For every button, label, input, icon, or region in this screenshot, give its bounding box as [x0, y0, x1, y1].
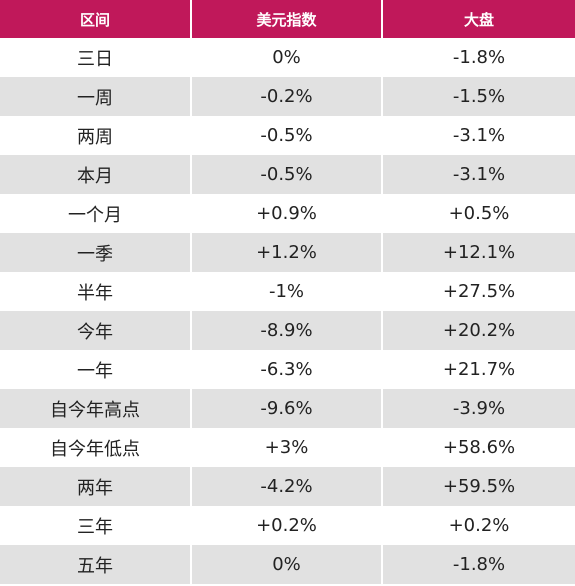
period-cell: 三日 — [0, 38, 192, 77]
market-cell: -3.9% — [383, 389, 575, 428]
usd-index-cell: -9.6% — [192, 389, 383, 428]
period-cell: 两周 — [0, 116, 192, 155]
period-cell: 一周 — [0, 77, 192, 116]
usd-index-cell: 0% — [192, 545, 383, 584]
market-cell: +20.2% — [383, 311, 575, 350]
header-market: 大盘 — [383, 0, 575, 38]
table-row: 一年 -6.3% +21.7% — [0, 350, 575, 389]
usd-index-cell: -1% — [192, 272, 383, 311]
market-cell: -1.5% — [383, 77, 575, 116]
table-row: 三年 +0.2% +0.2% — [0, 506, 575, 545]
period-cell: 自今年高点 — [0, 389, 192, 428]
period-cell: 本月 — [0, 155, 192, 194]
period-cell: 一个月 — [0, 194, 192, 233]
table-row: 自今年低点 +3% +58.6% — [0, 428, 575, 467]
table-row: 两年 -4.2% +59.5% — [0, 467, 575, 506]
period-cell: 一年 — [0, 350, 192, 389]
market-cell: +0.2% — [448, 515, 510, 536]
market-cell: +59.5% — [383, 467, 575, 506]
usd-index-cell: -0.5% — [192, 155, 383, 194]
usd-index-cell: -8.9% — [192, 311, 383, 350]
usd-index-cell: +0.2% — [192, 506, 383, 545]
period-cell: 五年 — [0, 545, 192, 584]
table-row: 五年 0% -1.8% — [0, 545, 575, 584]
table-row: 自今年高点 -9.6% -3.9% — [0, 389, 575, 428]
usd-index-cell: +1.2% — [192, 233, 383, 272]
table-row: 两周 -0.5% -3.1% — [0, 116, 575, 155]
table-body: 三日 0% -1.8% 一周 -0.2% -1.5% 两周 -0.5% -3.1… — [0, 38, 575, 584]
market-cell: +27.5% — [442, 281, 516, 302]
table-header-row: 区间 美元指数 大盘 — [0, 0, 575, 38]
market-cell: +0.5% — [448, 203, 510, 224]
period-cell: 两年 — [0, 467, 192, 506]
usd-index-cell: +3% — [192, 428, 383, 467]
usd-index-cell: -4.2% — [192, 467, 383, 506]
period-cell: 自今年低点 — [0, 428, 192, 467]
period-cell: 今年 — [0, 311, 192, 350]
usd-index-cell: 0% — [192, 38, 383, 77]
table-row: 本月 -0.5% -3.1% — [0, 155, 575, 194]
market-cell: +21.7% — [442, 359, 516, 380]
market-cell: -3.1% — [383, 155, 575, 194]
table-row: 一季 +1.2% +12.1% — [0, 233, 575, 272]
table-row: 今年 -8.9% +20.2% — [0, 311, 575, 350]
usd-index-cell: +0.9% — [192, 194, 383, 233]
usd-index-cell: -0.5% — [192, 116, 383, 155]
market-cell: +12.1% — [383, 233, 575, 272]
period-cell: 一季 — [0, 233, 192, 272]
header-usd-index: 美元指数 — [192, 0, 383, 38]
period-cell: 半年 — [0, 272, 192, 311]
period-cell: 三年 — [0, 506, 192, 545]
usd-index-cell: -6.3% — [192, 350, 383, 389]
market-cell: +58.6% — [442, 437, 516, 458]
table-row: 三日 0% -1.8% — [0, 38, 575, 77]
table-row: 一个月 +0.9% +0.5% — [0, 194, 575, 233]
table-row: 一周 -0.2% -1.5% — [0, 77, 575, 116]
table-row: 半年 -1% +27.5% — [0, 272, 575, 311]
market-cell: -3.1% — [452, 125, 506, 146]
market-cell: -1.8% — [383, 545, 575, 584]
usd-index-cell: -0.2% — [192, 77, 383, 116]
market-cell: -1.8% — [452, 47, 506, 68]
header-period: 区间 — [0, 0, 192, 38]
